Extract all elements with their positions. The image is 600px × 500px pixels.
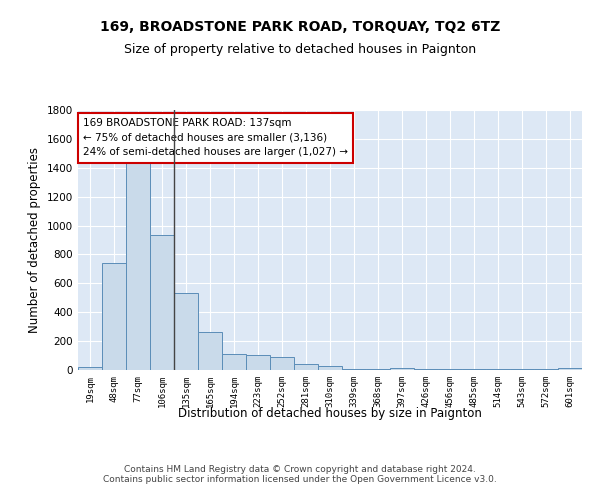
Bar [270,357,294,370]
Bar [198,332,222,370]
Text: Contains HM Land Registry data © Crown copyright and database right 2024.
Contai: Contains HM Land Registry data © Crown c… [103,465,497,484]
Bar [294,364,318,370]
Bar [78,367,102,370]
Text: Distribution of detached houses by size in Paignton: Distribution of detached houses by size … [178,408,482,420]
Y-axis label: Number of detached properties: Number of detached properties [28,147,41,333]
Bar [102,263,126,370]
Text: 169, BROADSTONE PARK ROAD, TORQUAY, TQ2 6TZ: 169, BROADSTONE PARK ROAD, TORQUAY, TQ2 … [100,20,500,34]
Bar [390,368,414,370]
Text: Size of property relative to detached houses in Paignton: Size of property relative to detached ho… [124,42,476,56]
Bar [558,368,582,370]
Bar [126,164,150,370]
Bar [318,366,342,370]
Bar [246,355,270,370]
Bar [150,235,174,370]
Text: 169 BROADSTONE PARK ROAD: 137sqm
← 75% of detached houses are smaller (3,136)
24: 169 BROADSTONE PARK ROAD: 137sqm ← 75% o… [83,118,348,158]
Bar [174,294,198,370]
Bar [222,354,246,370]
